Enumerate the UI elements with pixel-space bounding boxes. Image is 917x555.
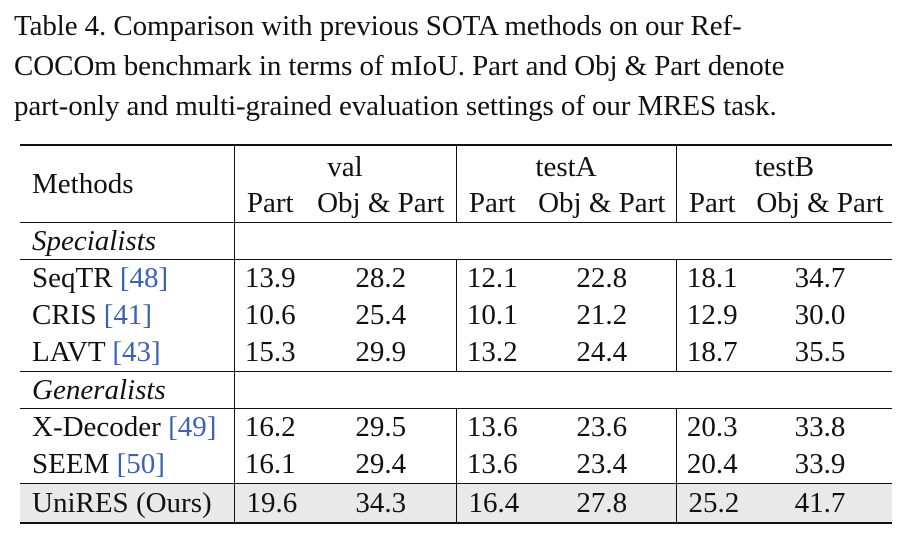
cell-value: 29.4 [355, 448, 407, 480]
cell-value: 13.2 [455, 334, 528, 372]
citation-link[interactable]: [48] [119, 262, 169, 294]
cell-value: 21.2 [576, 299, 628, 331]
cell-value: 10.1 [455, 297, 528, 334]
table-caption: Table 4. Comparison with previous SOTA m… [14, 6, 906, 126]
cell-value: 18.7 [675, 334, 748, 372]
results-table: Methods val testA testB Part Obj & Part … [20, 144, 892, 524]
cell-value: 16.1 [233, 446, 306, 484]
sub-header-part: Part [675, 184, 748, 223]
table-row: LAVT [43] 15.3 29.9 13.2 24.4 18.7 35.5 [20, 334, 892, 372]
caption-line-3: part-only and multi-grained evaluation s… [14, 90, 777, 122]
sub-header-objpart: Obj & Part [756, 186, 884, 219]
cell-value: 33.9 [794, 448, 846, 480]
cell-value: 13.6 [455, 446, 528, 484]
cell-value: 24.4 [576, 336, 628, 368]
cell-value: 16.2 [233, 408, 306, 446]
cell-value: 22.8 [528, 259, 676, 297]
cell-value: 13.9 [233, 259, 306, 297]
group-header-testb: testB [675, 146, 892, 184]
cell-value: 28.2 [306, 259, 456, 297]
cell-value: 33.8 [748, 408, 892, 446]
cell-value: 18.1 [675, 259, 748, 297]
cell-value: 20.4 [675, 446, 748, 484]
sub-header-part: Part [455, 184, 528, 223]
section-row-generalists: Generalists [20, 371, 892, 409]
header-row-groups: Methods val testA testB [20, 146, 892, 200]
method-name: SEEM [50] [32, 448, 165, 480]
cell-value: 23.6 [528, 408, 676, 446]
cell-value: 19.6 [233, 483, 306, 524]
cell-value: 15.3 [233, 334, 306, 372]
cell-value: 25.4 [355, 299, 407, 331]
caption-line-1: Table 4. Comparison with previous SOTA m… [14, 10, 742, 42]
cell-value: 29.9 [355, 336, 407, 368]
cell-value: 25.2 [675, 483, 748, 524]
section-label-specialists: Specialists [20, 222, 234, 260]
table-row: X-Decoder [49] 16.2 29.5 13.6 23.6 20.3 … [20, 408, 892, 446]
methods-header: Methods [32, 167, 134, 200]
table-row: SeqTR [48] 13.9 28.2 12.1 22.8 18.1 34.7 [20, 259, 892, 297]
citation-link[interactable]: [41] [103, 299, 153, 331]
cell-value: 30.0 [794, 299, 846, 331]
cell-value: 20.3 [675, 408, 748, 446]
cell-value: 13.6 [455, 408, 528, 446]
table-row: CRIS [41] 10.6 25.4 10.1 21.2 12.9 30.0 [20, 297, 892, 334]
header-row-sub: Part Obj & Part Part Obj & Part Part Obj… [20, 184, 892, 223]
sub-header-objpart: Obj & Part [317, 186, 445, 219]
cell-value: 29.5 [306, 408, 456, 446]
cell-value: 10.6 [233, 297, 306, 334]
table-row: SEEM [50] 16.1 29.4 13.6 23.4 20.4 33.9 [20, 446, 892, 484]
cell-value: 12.9 [675, 297, 748, 334]
citation-link[interactable]: [43] [112, 336, 161, 368]
cell-value: 27.8 [528, 483, 676, 524]
cell-value: 23.4 [576, 448, 628, 480]
method-name-ours: UniRES (Ours) [20, 483, 234, 524]
citation-link[interactable]: [49] [168, 411, 217, 443]
cell-value: 34.7 [748, 259, 892, 297]
cell-value: 35.5 [794, 336, 846, 368]
section-label-generalists: Generalists [20, 371, 234, 409]
cell-value: 34.3 [306, 483, 456, 524]
group-header-testa: testA [455, 146, 676, 184]
cell-value: 12.1 [455, 259, 528, 297]
method-name: X-Decoder [49] [20, 408, 234, 446]
cell-value: 16.4 [455, 483, 528, 524]
cell-value: 41.7 [748, 483, 892, 524]
method-name: SeqTR [48] [20, 259, 234, 297]
citation-link[interactable]: [50] [116, 448, 165, 480]
sub-header-objpart: Obj & Part [538, 186, 666, 219]
method-name: LAVT [43] [32, 336, 161, 368]
sub-header-part: Part [233, 184, 306, 223]
table-row-ours: UniRES (Ours) 19.6 34.3 16.4 27.8 25.2 4… [20, 483, 892, 524]
method-name: CRIS [41] [32, 299, 153, 331]
section-row-specialists: Specialists [20, 222, 892, 260]
group-header-val: val [233, 146, 456, 184]
caption-line-2: COCOm benchmark in terms of mIoU. Part a… [14, 50, 785, 82]
